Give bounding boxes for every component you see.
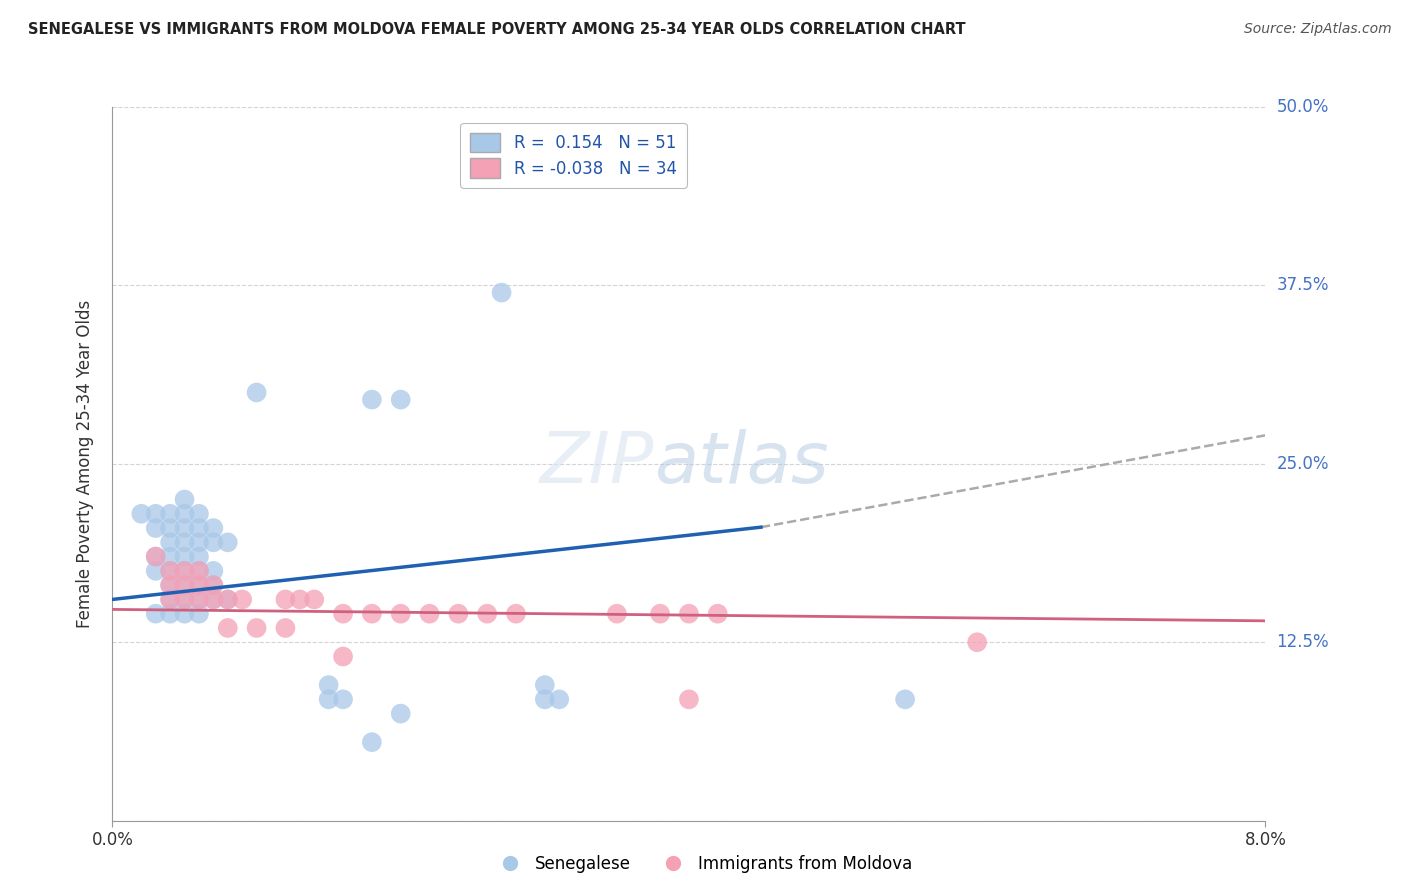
Text: 37.5%: 37.5% <box>1277 277 1329 294</box>
Point <box>894 692 917 706</box>
Point <box>678 607 700 621</box>
Point <box>159 549 181 564</box>
Point <box>145 549 167 564</box>
Point <box>245 621 267 635</box>
Point <box>217 592 239 607</box>
Y-axis label: Female Poverty Among 25-34 Year Olds: Female Poverty Among 25-34 Year Olds <box>76 300 94 628</box>
Point <box>173 507 195 521</box>
Point <box>159 521 181 535</box>
Point <box>304 592 326 607</box>
Point <box>173 492 195 507</box>
Point <box>188 592 211 607</box>
Point <box>360 607 382 621</box>
Point <box>202 592 225 607</box>
Point <box>332 607 354 621</box>
Point <box>966 635 988 649</box>
Point <box>202 578 225 592</box>
Point <box>332 649 354 664</box>
Point <box>389 392 412 407</box>
Text: 25.0%: 25.0% <box>1277 455 1329 473</box>
Point <box>188 607 211 621</box>
Point <box>159 564 181 578</box>
Point <box>217 621 239 635</box>
Point <box>288 592 311 607</box>
Point <box>202 592 225 607</box>
Point <box>188 578 211 592</box>
Point <box>173 549 195 564</box>
Text: Source: ZipAtlas.com: Source: ZipAtlas.com <box>1244 22 1392 37</box>
Point <box>188 564 211 578</box>
Point <box>231 592 253 607</box>
Point <box>145 507 167 521</box>
Legend: Senegalese, Immigrants from Moldova: Senegalese, Immigrants from Moldova <box>486 848 920 880</box>
Point <box>389 607 412 621</box>
Point <box>173 521 195 535</box>
Point <box>533 692 555 706</box>
Legend: R =  0.154   N = 51, R = -0.038   N = 34: R = 0.154 N = 51, R = -0.038 N = 34 <box>461 122 686 187</box>
Point <box>188 521 211 535</box>
Point <box>188 578 211 592</box>
Point <box>173 592 195 607</box>
Point <box>274 592 297 607</box>
Point <box>533 678 555 692</box>
Text: atlas: atlas <box>654 429 830 499</box>
Point <box>678 692 700 706</box>
Point <box>188 592 211 607</box>
Point <box>145 549 167 564</box>
Point <box>145 607 167 621</box>
Point <box>173 592 195 607</box>
Point <box>159 592 181 607</box>
Point <box>188 549 211 564</box>
Point <box>389 706 412 721</box>
Point <box>173 607 195 621</box>
Point <box>217 535 239 549</box>
Point <box>202 564 225 578</box>
Point <box>173 564 195 578</box>
Point <box>318 692 340 706</box>
Point <box>202 578 225 592</box>
Point <box>202 521 225 535</box>
Point <box>159 564 181 578</box>
Point <box>159 592 181 607</box>
Point <box>491 285 513 300</box>
Point <box>475 607 498 621</box>
Point <box>332 692 354 706</box>
Point <box>318 678 340 692</box>
Point <box>188 564 211 578</box>
Point <box>707 607 730 621</box>
Point <box>145 564 167 578</box>
Point <box>360 392 382 407</box>
Point <box>159 607 181 621</box>
Point <box>447 607 470 621</box>
Text: 50.0%: 50.0% <box>1277 98 1329 116</box>
Point <box>606 607 628 621</box>
Point <box>360 735 382 749</box>
Point <box>159 507 181 521</box>
Point <box>202 535 225 549</box>
Point <box>173 578 195 592</box>
Point <box>173 564 195 578</box>
Point <box>188 507 211 521</box>
Point <box>173 535 195 549</box>
Point <box>419 607 441 621</box>
Point <box>159 578 181 592</box>
Text: SENEGALESE VS IMMIGRANTS FROM MOLDOVA FEMALE POVERTY AMONG 25-34 YEAR OLDS CORRE: SENEGALESE VS IMMIGRANTS FROM MOLDOVA FE… <box>28 22 966 37</box>
Point <box>188 535 211 549</box>
Text: 12.5%: 12.5% <box>1277 633 1329 651</box>
Point <box>217 592 239 607</box>
Point <box>129 507 153 521</box>
Text: ZIP: ZIP <box>540 429 654 499</box>
Point <box>274 621 297 635</box>
Point <box>159 535 181 549</box>
Point <box>173 578 195 592</box>
Point <box>548 692 571 706</box>
Point <box>245 385 267 400</box>
Point <box>648 607 672 621</box>
Point <box>505 607 527 621</box>
Point <box>145 521 167 535</box>
Point <box>159 578 181 592</box>
